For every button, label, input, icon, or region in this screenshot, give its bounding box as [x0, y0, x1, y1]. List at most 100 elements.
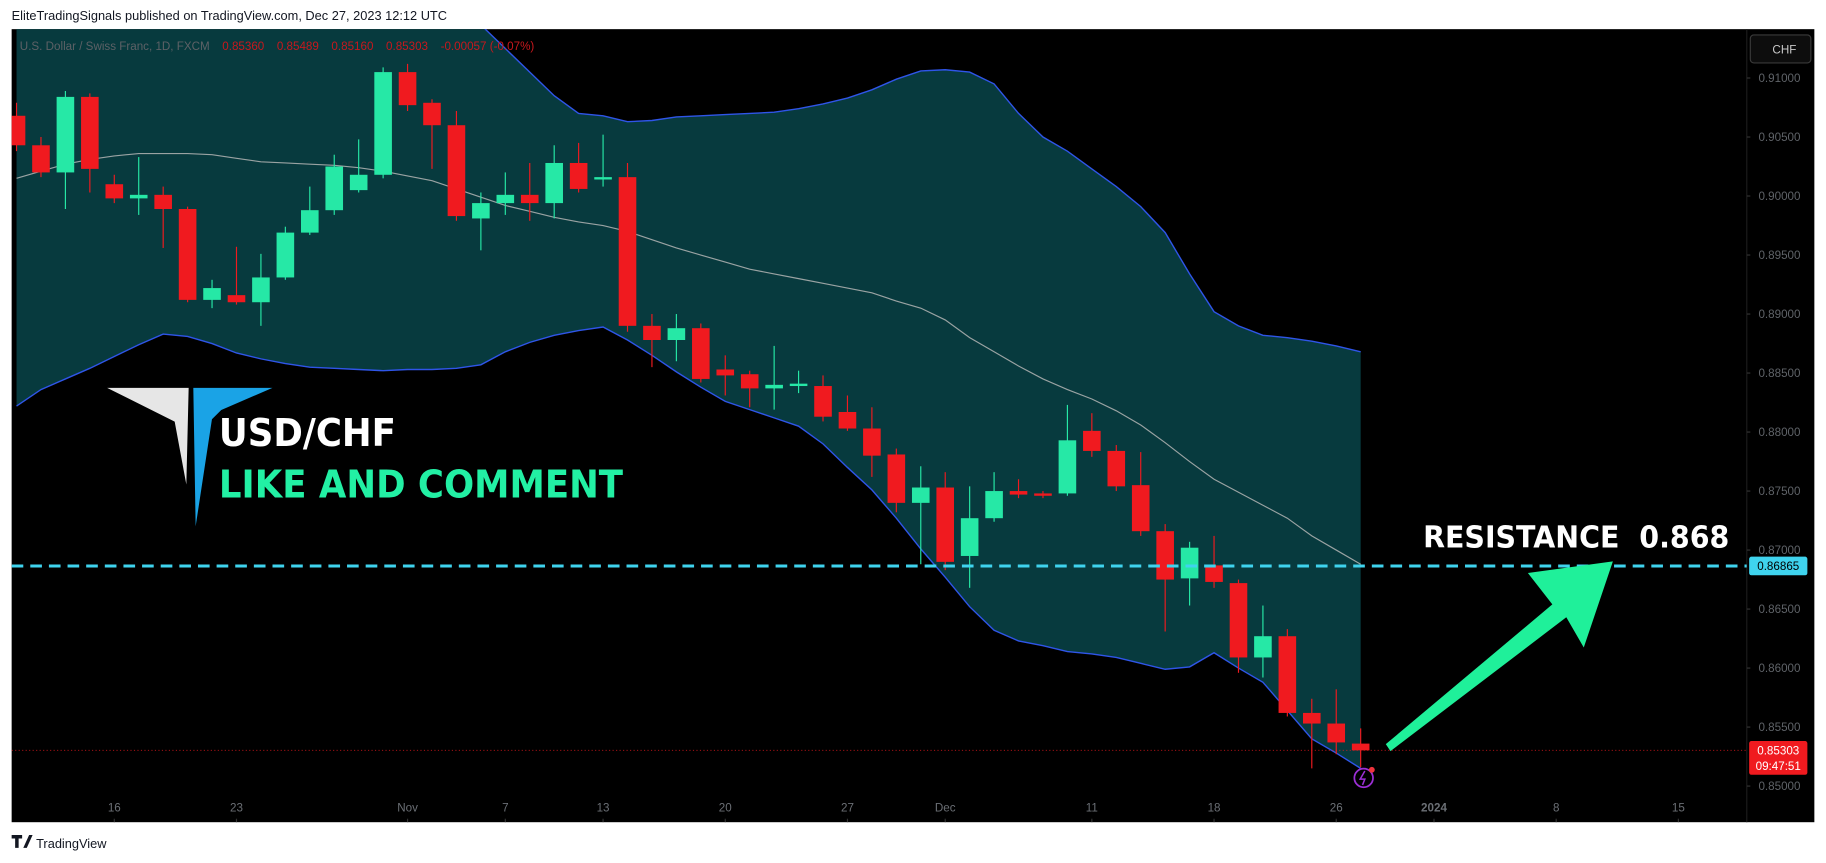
- pair-annotation: USD/CHF: [219, 411, 396, 456]
- legend-low: 0.85160: [331, 40, 374, 53]
- x-tick-label: 26: [1330, 802, 1343, 815]
- candle-body: [1278, 636, 1297, 713]
- candle-body: [398, 72, 417, 106]
- middle-band: [16, 152, 1361, 565]
- y-tick-label: 0.90500: [1758, 131, 1801, 144]
- candle-body: [520, 194, 539, 204]
- candle-body: [276, 232, 295, 278]
- y-tick-label: 0.90000: [1758, 190, 1801, 203]
- footer-logo: [11, 835, 33, 848]
- candle-body: [594, 177, 612, 180]
- y-tick-label: 0.89500: [1758, 249, 1801, 262]
- candle-body: [11, 115, 26, 146]
- resistance-price-box: [1749, 556, 1808, 576]
- event-icon: [1358, 770, 1366, 786]
- candle-body: [374, 72, 392, 175]
- x-tick-label: 8: [1553, 802, 1559, 815]
- candle-body: [545, 162, 563, 204]
- candle-body: [643, 325, 661, 340]
- y-tick-label: 0.86500: [1758, 603, 1801, 616]
- resistance-price-label: 0.86865: [1757, 560, 1799, 573]
- candle-body: [56, 96, 75, 173]
- x-tick-label: 20: [719, 802, 732, 815]
- event-dot: [1368, 766, 1375, 773]
- x-tick-label: 7: [502, 802, 508, 815]
- candle-body: [716, 369, 735, 376]
- y-tick-label: 0.87500: [1758, 485, 1801, 498]
- candle-body: [178, 209, 197, 300]
- candle-body: [423, 102, 441, 126]
- candle-body: [81, 96, 99, 169]
- lower-band: [16, 326, 1362, 769]
- publish-header: EliteTradingSignals published on Trading…: [12, 8, 447, 23]
- logo-blue: [193, 387, 273, 527]
- arrow: [1385, 561, 1613, 752]
- candle-body: [203, 288, 221, 300]
- countdown-label: 09:47:51: [1756, 760, 1801, 773]
- logo-white: [107, 387, 189, 485]
- y-tick-label: 0.91000: [1758, 72, 1801, 85]
- candle-body: [765, 384, 783, 389]
- candle-body: [1302, 712, 1321, 724]
- event-marker[interactable]: [1353, 767, 1374, 789]
- x-tick-label: 16: [108, 802, 121, 815]
- candle-body: [985, 491, 1003, 519]
- legend-open: 0.85360: [222, 40, 265, 53]
- candle-body: [227, 295, 246, 303]
- upper-band: [484, 29, 1361, 353]
- candle-body: [1180, 547, 1199, 579]
- candle-body: [447, 125, 466, 217]
- candle-body: [814, 386, 832, 417]
- x-tick-label: 23: [230, 802, 243, 815]
- candle-body: [154, 194, 172, 210]
- candle-body: [1254, 636, 1272, 658]
- x-tick-label: 27: [841, 802, 854, 815]
- candle-body: [325, 166, 344, 211]
- candle-body: [1034, 493, 1052, 496]
- symbol-name: U.S. Dollar / Swiss Franc, 1D, FXCM: [20, 40, 210, 53]
- x-tick-label: 11: [1086, 802, 1098, 815]
- candle-body: [936, 487, 955, 562]
- x-tick-label: 18: [1208, 802, 1221, 815]
- legend-change: -0.00057 (-0.07%): [441, 40, 535, 53]
- candle-body: [863, 428, 881, 456]
- symbol-legend: U.S. Dollar / Swiss Franc, 1D, FXCM 0.85…: [20, 40, 535, 53]
- candle-body: [472, 203, 490, 219]
- candle-body: [887, 454, 906, 503]
- candle-body: [252, 277, 270, 303]
- footer-text: TradingView: [36, 836, 107, 851]
- last-price-box: [1749, 741, 1808, 775]
- candle-body: [1083, 430, 1101, 451]
- y-tick-label: 0.86000: [1758, 662, 1801, 675]
- candle-body: [496, 194, 515, 204]
- candle-body: [1205, 565, 1223, 582]
- axes: 0.85000 0.85500 0.86000 0.86500 0.87000 0.875…: [108, 72, 1808, 823]
- call-annotation: LIKE AND COMMENT: [219, 462, 623, 507]
- plot-area: [11, 29, 1747, 769]
- candle-body: [1107, 450, 1126, 487]
- y-tick-label: 0.85000: [1758, 780, 1801, 793]
- currency-label[interactable]: CHF: [1772, 44, 1796, 57]
- candle-body: [1009, 491, 1028, 495]
- candle-body: [740, 374, 759, 389]
- y-tick-label: 0.88500: [1758, 367, 1801, 380]
- x-tick-label: 2024: [1421, 802, 1447, 815]
- candle-body: [1156, 531, 1174, 580]
- x-tick-label: Dec: [935, 802, 956, 815]
- candle-body: [349, 174, 368, 191]
- x-tick-label: Nov: [397, 802, 418, 815]
- candle-body: [301, 210, 319, 233]
- candle-body: [960, 518, 979, 556]
- candle-body: [911, 487, 930, 503]
- candle-body: [838, 411, 857, 429]
- candle-body: [129, 194, 148, 199]
- currency-button[interactable]: [1749, 34, 1812, 64]
- legend-high: 0.85489: [277, 40, 319, 53]
- legend-close: 0.85303: [386, 40, 428, 53]
- y-tick-label: 0.88000: [1758, 426, 1801, 439]
- candle-body: [105, 184, 124, 199]
- candle-body: [1131, 485, 1150, 532]
- x-tick-label: 15: [1672, 802, 1685, 815]
